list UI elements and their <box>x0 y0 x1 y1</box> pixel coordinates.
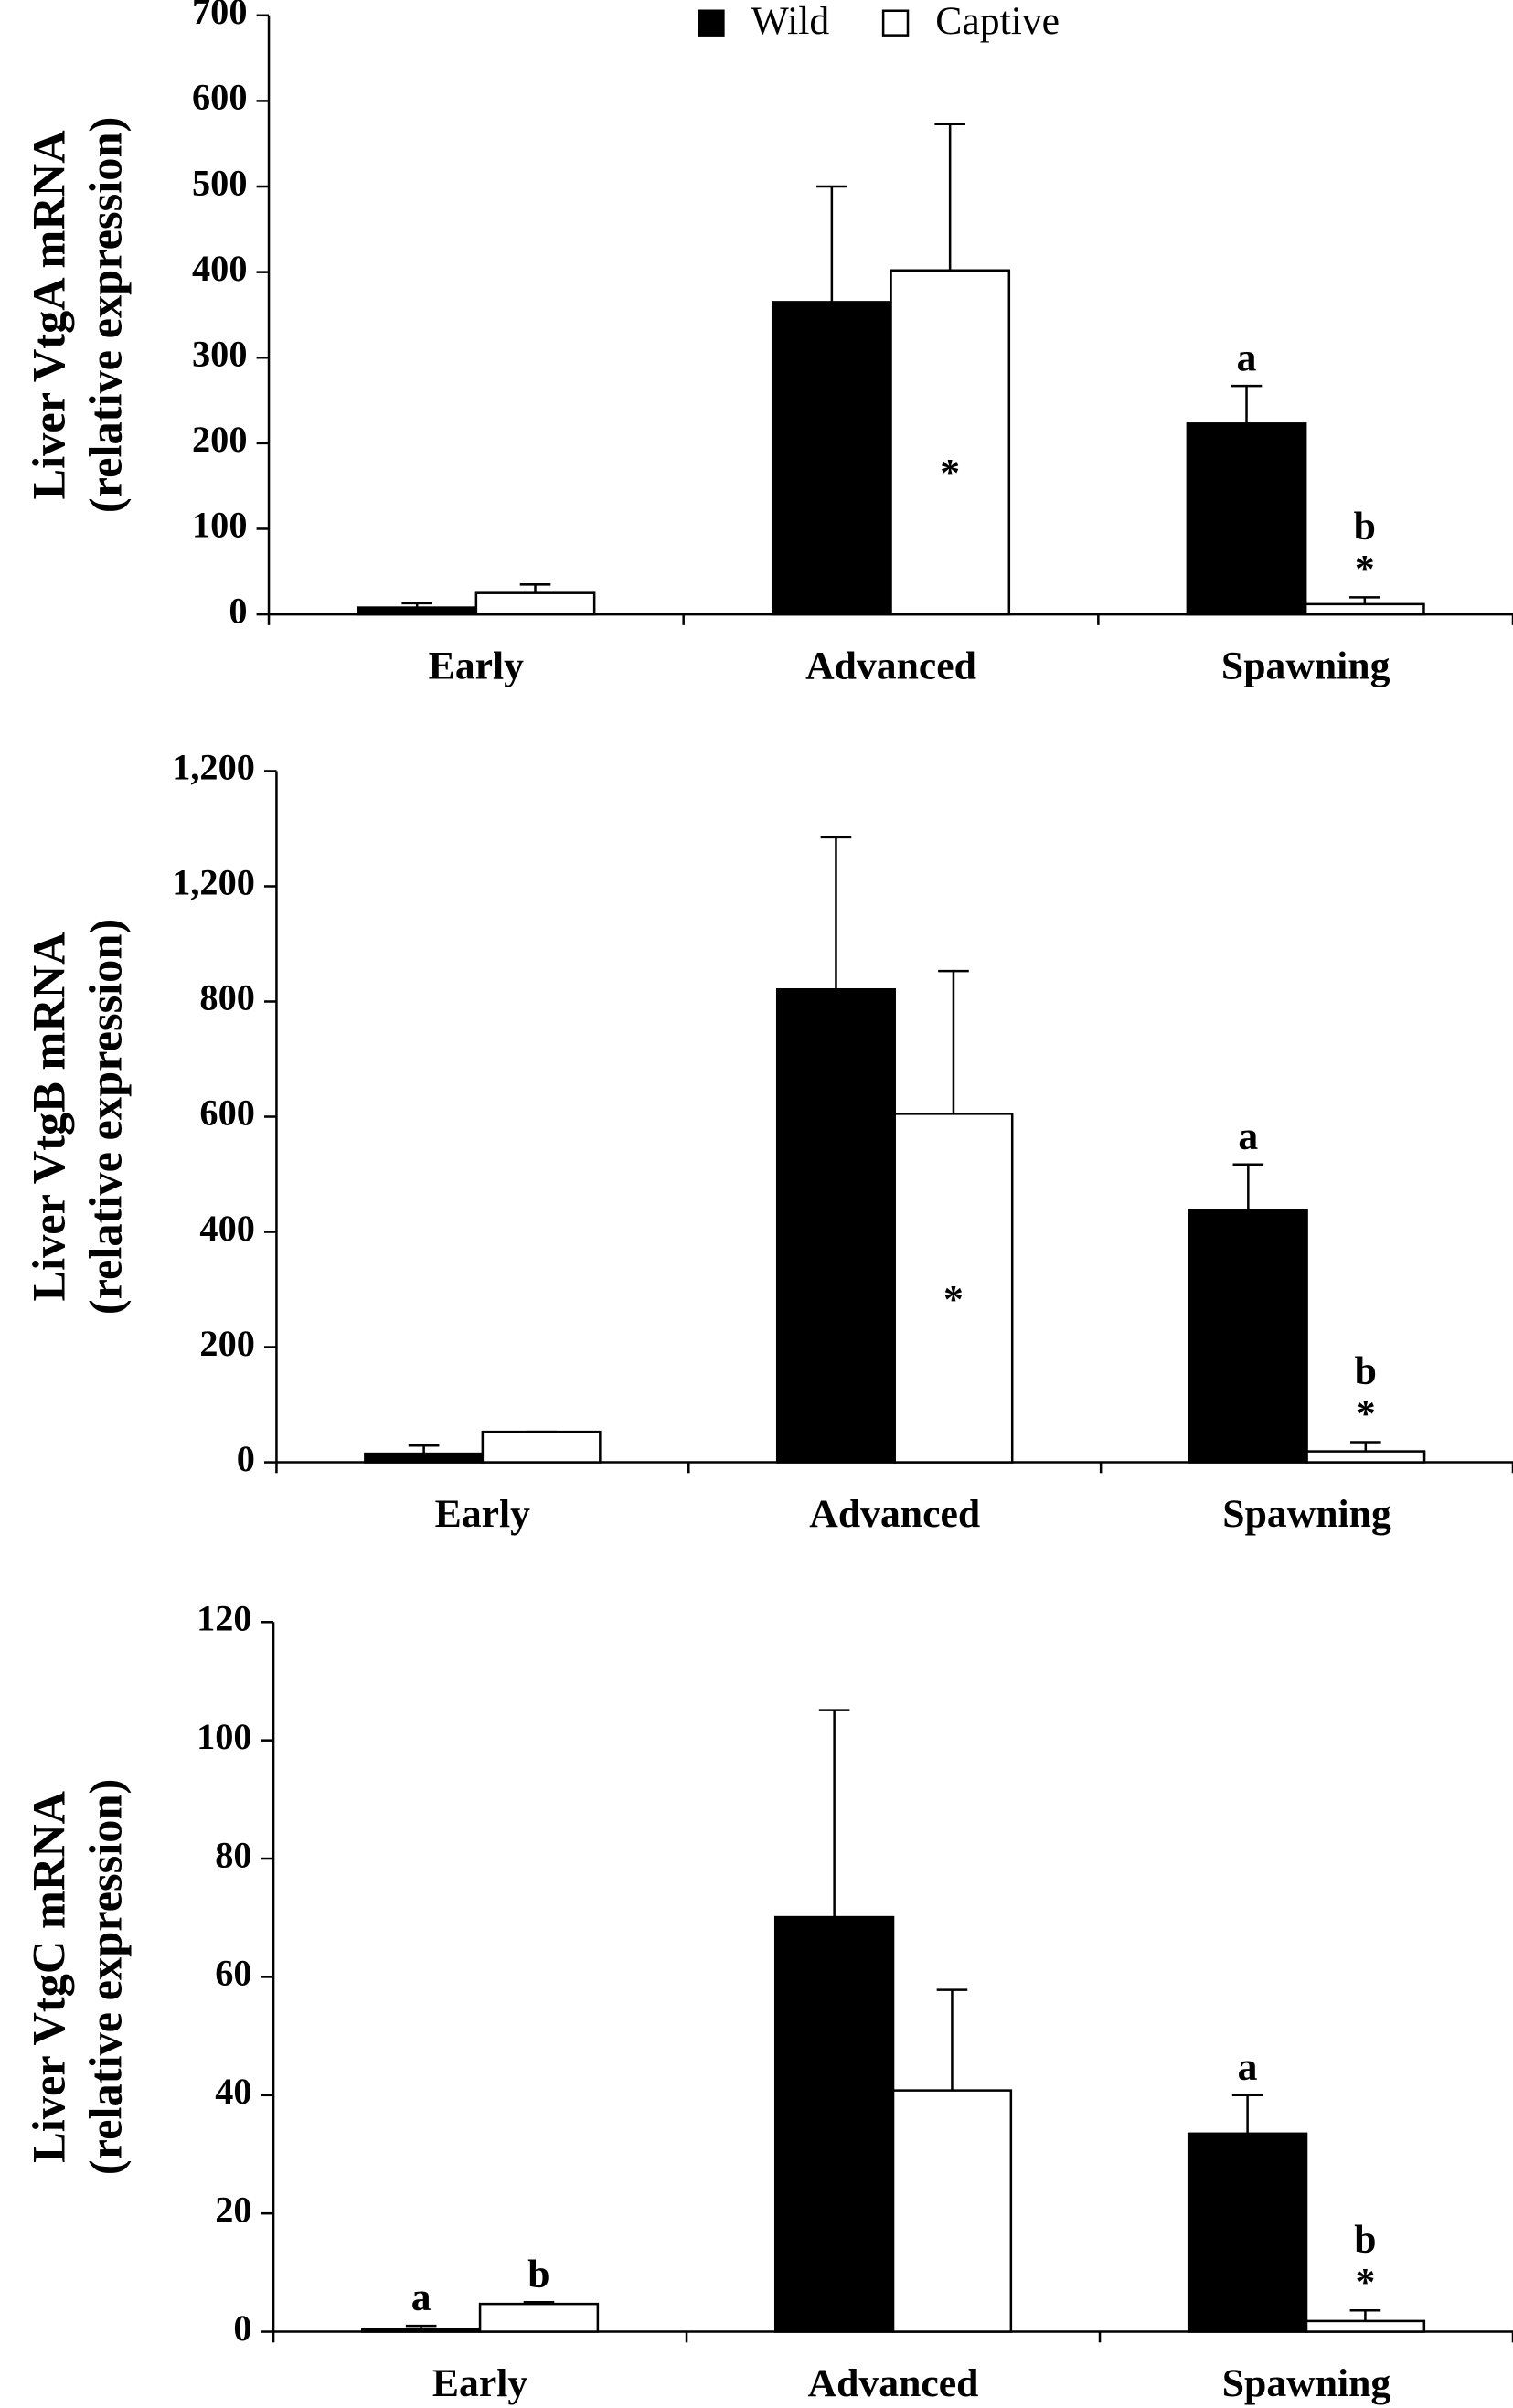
y-axis-title: Liver VtgB mRNA <box>23 932 74 1302</box>
y-tick-label: 0 <box>233 2307 251 2349</box>
annotation: * <box>822 451 842 495</box>
annotation: b <box>1354 2217 1376 2261</box>
bar <box>775 987 896 1464</box>
y-axis-title: Liver VtgC mRNA <box>23 1790 74 2162</box>
y-tick-label: 200 <box>199 1323 254 1364</box>
y-tick-label: 400 <box>192 248 247 289</box>
annotation: a <box>1238 2045 1258 2089</box>
bar <box>890 269 1011 616</box>
bar <box>1186 422 1307 616</box>
annotation: * <box>825 2143 845 2187</box>
annotation: a <box>411 2275 432 2319</box>
annotation: b <box>1355 1349 1377 1393</box>
annotation: b <box>527 2252 549 2296</box>
y-axis-title: (relative expression) <box>80 919 132 1315</box>
annotation: * <box>1355 2260 1375 2304</box>
annotation: * <box>1356 1392 1376 1436</box>
y-tick-label: 120 <box>197 1598 251 1639</box>
bar <box>1305 1450 1426 1464</box>
bar <box>1188 1209 1308 1464</box>
y-tick-label: 700 <box>192 0 247 32</box>
y-tick-label: 600 <box>199 1092 254 1134</box>
bar <box>357 606 478 616</box>
x-tick-label: Advanced <box>808 2361 979 2405</box>
x-tick-label: Spawning <box>1221 645 1390 688</box>
bar <box>773 1915 895 2333</box>
x-tick-label: Early <box>435 1492 530 1536</box>
y-tick-label: 80 <box>215 1834 251 1875</box>
x-tick-label: Early <box>432 2361 527 2405</box>
legend-swatch <box>698 9 725 37</box>
y-tick-label: 300 <box>192 333 247 374</box>
bar <box>478 2302 600 2333</box>
x-tick-label: Spawning <box>1222 2361 1391 2405</box>
annotation: * <box>826 1278 847 1322</box>
y-axis-title: Liver VtgA mRNA <box>23 130 74 500</box>
bar <box>891 2089 1013 2333</box>
bar <box>360 2328 482 2333</box>
y-tick-label: 0 <box>237 1438 255 1479</box>
annotation: * <box>943 1278 964 1322</box>
bar <box>481 1430 602 1464</box>
y-tick-label: 100 <box>192 505 247 546</box>
annotation: a <box>1237 336 1257 379</box>
y-tick-label: 20 <box>215 2189 251 2230</box>
x-tick-label: Spawning <box>1222 1492 1391 1536</box>
y-tick-label: 200 <box>192 419 247 460</box>
y-tick-label: 40 <box>215 2071 251 2112</box>
y-axis-title: (relative expression) <box>80 117 132 513</box>
legend-label: Wild <box>751 0 830 43</box>
y-tick-label: 400 <box>199 1208 254 1249</box>
y-tick-label: 1,200 <box>172 862 255 903</box>
x-tick-label: Early <box>429 645 524 688</box>
y-tick-label: 100 <box>197 1716 251 1757</box>
bar <box>1187 2132 1308 2333</box>
y-tick-label: 0 <box>229 590 247 631</box>
y-tick-label: 800 <box>199 977 254 1018</box>
bar <box>364 1452 485 1464</box>
annotation: * <box>1355 548 1375 591</box>
y-tick-label: 60 <box>215 1953 251 1994</box>
annotation: b <box>1354 504 1376 548</box>
x-tick-label: Advanced <box>809 1492 980 1536</box>
annotation: * <box>940 451 960 495</box>
y-tick-label: 500 <box>192 162 247 203</box>
y-axis-title: (relative expression) <box>80 1779 132 2175</box>
y-tick-label: 600 <box>192 77 247 118</box>
bar <box>1304 602 1425 616</box>
bar <box>474 591 596 616</box>
legend-label: Captive <box>935 0 1060 43</box>
bar <box>893 1113 1014 1464</box>
legend-swatch <box>881 9 910 37</box>
bar <box>1305 2319 1426 2333</box>
bar <box>771 301 892 616</box>
y-tick-label: 1,200 <box>172 747 255 788</box>
annotation: a <box>1238 1114 1258 1158</box>
x-tick-label: Advanced <box>805 645 976 688</box>
